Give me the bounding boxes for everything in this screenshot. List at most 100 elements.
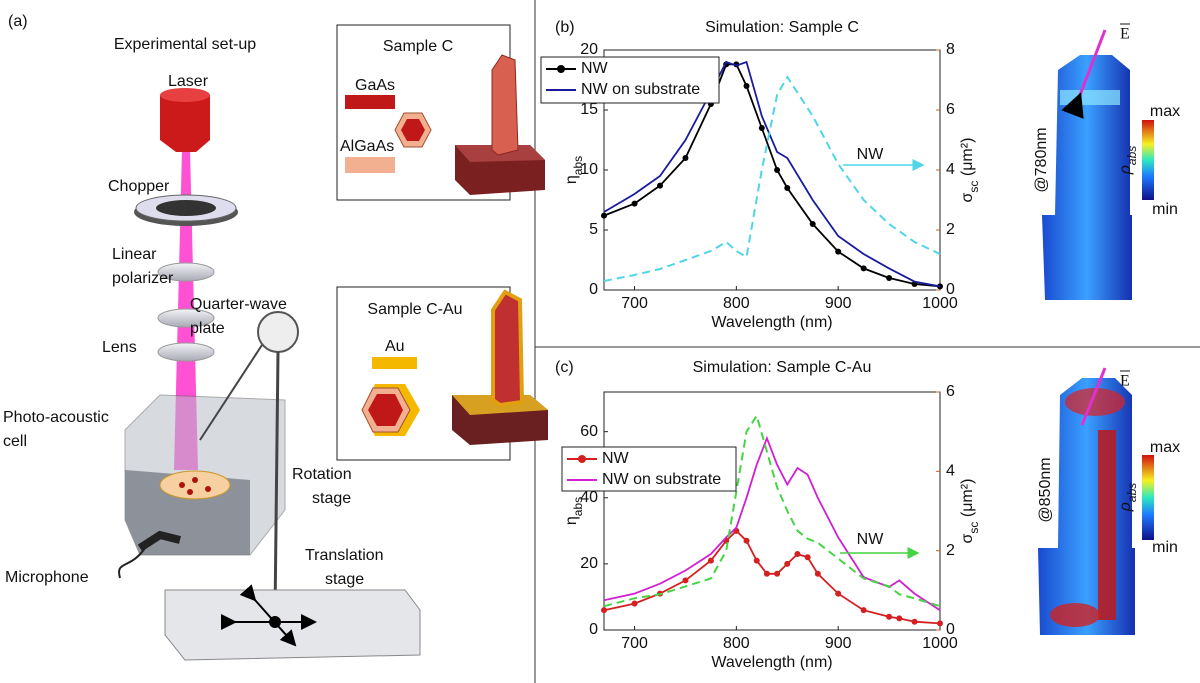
setup-title: Experimental set-up [114, 36, 256, 53]
data-point [794, 550, 801, 557]
panel-label: (c) [555, 359, 574, 376]
data-point [758, 125, 765, 131]
x-axis-label: Wavelength (nm) [711, 314, 832, 331]
panel-label: (a) [8, 13, 28, 30]
data-point [657, 182, 663, 189]
series-line [603, 529, 941, 625]
legend-label: NW on substrate [581, 81, 700, 98]
series-line [603, 435, 941, 611]
data-point [743, 83, 750, 89]
panel-label: (b) [555, 19, 575, 36]
legend-label: NW [581, 60, 609, 77]
data-point [835, 248, 842, 255]
data-point [601, 212, 607, 219]
data-point [682, 155, 689, 161]
colorbar-label: ρabs [1117, 146, 1139, 176]
material-label: Au [385, 338, 405, 355]
x-tick-label: 1000 [922, 295, 958, 312]
y2-axis-label-part: (μm²) [959, 138, 976, 181]
data-point [911, 618, 918, 625]
component-label: polarizer [112, 270, 174, 287]
y2-axis-label-part: (μm²) [959, 479, 976, 522]
component-label: Rotation [292, 466, 352, 483]
data-point [774, 570, 781, 577]
y2-axis-label: σsc (μm²) [959, 479, 981, 544]
colorbar-label-part: abs [1125, 483, 1139, 502]
colorbar-label: ρabs [1117, 483, 1139, 513]
y2-axis-label-part: σ [959, 192, 976, 202]
sample-title: Sample C-Au [367, 301, 462, 318]
data-point [784, 560, 791, 567]
data-point [804, 554, 811, 561]
wavelength-label: @780nm [1033, 127, 1050, 192]
y-axis-label: ηabs [563, 156, 585, 184]
y-tick-label: 40 [580, 489, 598, 506]
y-tick-label: 15 [580, 101, 598, 118]
y2-tick-label: 4 [946, 463, 955, 480]
x-tick-label: 800 [723, 295, 750, 312]
data-point [814, 570, 821, 577]
chart-title: Simulation: Sample C [705, 19, 859, 36]
field-label: E [1120, 373, 1130, 390]
component-label: stage [325, 571, 364, 588]
data-point [631, 600, 638, 607]
component-label: Laser [168, 73, 209, 90]
component-label: Lens [102, 339, 137, 356]
data-point [809, 221, 816, 227]
field-label: E [1120, 26, 1130, 43]
colorbar-min: min [1152, 201, 1178, 218]
annotation: NW [857, 531, 885, 548]
legend-marker [578, 455, 586, 463]
x-tick-label: 900 [825, 635, 852, 652]
y2-tick-label: 6 [946, 383, 955, 400]
component-label: plate [190, 320, 225, 337]
colorbar-label-part: ρ [1117, 165, 1134, 175]
y-axis-label-part: abs [571, 156, 585, 175]
data-point [707, 557, 714, 564]
y2-tick-label: 4 [946, 161, 955, 178]
y2-axis-label-part: sc [967, 181, 981, 193]
series-line [603, 413, 941, 608]
component-label: cell [3, 433, 27, 450]
component-label: Translation [305, 547, 384, 564]
series-line [603, 60, 941, 288]
data-point [835, 590, 842, 597]
y-tick-label: 60 [580, 423, 598, 440]
component-label: Microphone [5, 569, 89, 586]
legend-marker [557, 65, 565, 73]
data-point [784, 185, 791, 191]
y2-tick-label: 2 [946, 221, 955, 238]
x-tick-label: 800 [723, 635, 750, 652]
data-point [774, 167, 781, 173]
y2-axis-label-part: σ [959, 533, 976, 543]
annotation: NW [857, 146, 885, 163]
sample-drawing [336, 24, 548, 461]
component-label: stage [312, 490, 351, 507]
material-label: GaAs [355, 77, 395, 94]
legend-label: NW [602, 450, 630, 467]
data-point [753, 557, 760, 564]
component-label: Quarter-wave [190, 296, 287, 313]
component-label: Linear [112, 246, 157, 263]
plot-frame [603, 391, 941, 631]
data-point [682, 577, 689, 584]
data-point [631, 200, 638, 207]
x-tick-label: 900 [825, 295, 852, 312]
y2-tick-label: 8 [946, 41, 955, 58]
x-axis-label: Wavelength (nm) [711, 654, 832, 671]
colorbar-min: min [1152, 539, 1178, 556]
data-point [886, 613, 893, 620]
legend-box [561, 446, 737, 492]
y2-axis-label: σsc (μm²) [959, 138, 981, 203]
sample-title: Sample C [383, 38, 453, 55]
y-tick-label: 10 [580, 161, 598, 178]
colorbar-label-part: ρ [1117, 502, 1134, 512]
colorbar-label-part: abs [1125, 146, 1139, 165]
y-axis-label: ηabs [563, 497, 585, 525]
y-tick-label: 0 [589, 621, 598, 638]
y2-tick-label: 6 [946, 101, 955, 118]
y-tick-label: 5 [589, 221, 598, 238]
field-map-drawing [1038, 29, 1154, 635]
colorbar-max: max [1150, 439, 1180, 456]
